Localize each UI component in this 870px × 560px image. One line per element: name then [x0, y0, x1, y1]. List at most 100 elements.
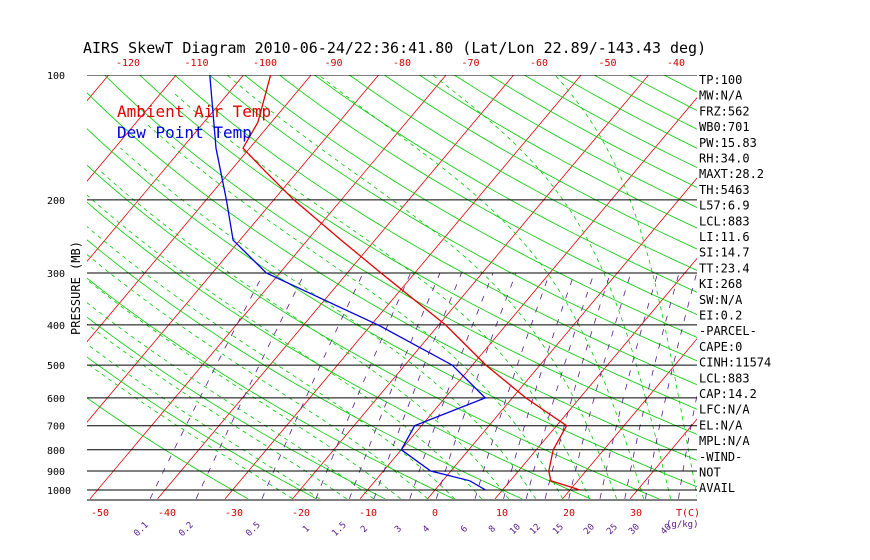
index-value: PW:15.83	[699, 136, 757, 150]
bottom-temp-tick-label: -10	[359, 508, 377, 519]
index-value: CAPE:0	[699, 340, 742, 354]
top-temp-tick-label: -50	[598, 58, 616, 69]
bottom-temp-tick-label: 10	[496, 508, 508, 519]
mixing-ratio-tick-label: 12	[528, 522, 543, 537]
dry-adiabat-line	[87, 92, 697, 461]
pressure-tick-label: 400	[47, 321, 65, 332]
mixing-ratio-line	[503, 272, 575, 499]
index-value: EL:N/A	[699, 418, 743, 432]
index-value: FRZ:562	[699, 104, 750, 118]
pressure-tick-label: 100	[47, 71, 65, 82]
isotherm-line	[765, 66, 870, 499]
dry-adiabat-line	[104, 75, 697, 435]
index-value: CAP:14.2	[699, 387, 757, 401]
isotherm-line	[427, 177, 697, 500]
mixing-ratio-tick-label: 10	[508, 522, 523, 537]
moist-adiabat-line	[87, 323, 347, 500]
mixing-ratio-tick-label: 30	[627, 522, 642, 537]
isotherm-line	[89, 75, 447, 500]
isotherm-line	[0, 66, 49, 499]
mixing-ratio-line	[435, 272, 517, 499]
moist-adiabat-line	[87, 302, 374, 500]
moist-adiabat-line	[554, 75, 697, 498]
dry-adiabat-line	[87, 128, 697, 488]
dry-adiabat-line	[279, 75, 697, 315]
mixing-ratio-tick-label: 6	[459, 524, 470, 535]
index-value: LFC:N/A	[699, 403, 750, 417]
mixing-ratio-tick-label: 15	[551, 522, 566, 537]
isotherm-line	[87, 75, 110, 102]
moist-adiabat-line	[144, 122, 563, 499]
bottom-temp-tick-label: 0	[432, 508, 438, 519]
isotherm-line	[292, 75, 650, 500]
mixing-ratio-line	[348, 272, 441, 499]
ambient-air-temp-line	[242, 75, 581, 491]
isotherm-line	[833, 66, 870, 499]
top-temp-tick-label: -80	[393, 58, 411, 69]
mixing-ratio-tick-label: 1.5	[330, 520, 349, 539]
mixing-ratio-tick-label: 20	[582, 522, 597, 537]
dry-adiabat-line	[87, 277, 454, 500]
mixing-ratio-tick-label: 0.2	[177, 520, 196, 539]
isotherm-line	[87, 75, 380, 423]
dry-adiabat-line	[453, 75, 697, 208]
index-value: EI:0.2	[699, 309, 742, 323]
index-value: LCL:883	[699, 214, 750, 228]
bottom-temp-tick-label: -50	[91, 508, 109, 519]
dry-adiabat-line	[488, 75, 697, 188]
index-value: L57:6.9	[699, 199, 750, 213]
mixing-ratio-line	[149, 272, 265, 499]
mixing-ratio-line	[261, 272, 364, 499]
moist-adiabat-line	[172, 91, 590, 499]
mixing-ratio-line	[645, 272, 697, 499]
temp-unit-label: T(C)	[676, 508, 700, 519]
moist-adiabat-line	[87, 254, 428, 500]
dry-adiabat-line	[87, 201, 591, 500]
top-temp-tick-label: -120	[116, 58, 140, 69]
index-value: AVAIL	[699, 481, 735, 495]
mixing-ratio-line	[525, 272, 595, 499]
index-value: MW:N/A	[699, 89, 743, 103]
bottom-temp-tick-label: 30	[630, 508, 642, 519]
index-value: TH:5463	[699, 183, 750, 197]
isotherm-line	[87, 75, 245, 263]
moist-adiabat-line	[87, 226, 455, 500]
mixing-ratio-tick-label: 4	[421, 524, 432, 535]
dry-adiabat-line	[87, 164, 659, 500]
moist-adiabat-line	[87, 279, 401, 500]
pressure-tick-label: 500	[47, 361, 65, 372]
dry-adiabat-line	[349, 75, 697, 271]
dry-adiabat-line	[244, 75, 697, 338]
dry-adiabat-line	[209, 75, 697, 362]
bottom-temp-tick-label: -20	[292, 508, 310, 519]
index-value: SI:14.7	[699, 246, 750, 260]
mixing-ratio-line	[373, 272, 462, 499]
dew-point-temp-line	[209, 75, 487, 491]
isotherm-line	[562, 338, 697, 500]
index-value: TP:100	[699, 73, 742, 87]
dry-adiabat-line	[139, 75, 697, 410]
mixing-ratio-tick-label: 0.5	[244, 520, 263, 539]
bottom-temp-tick-label: -40	[158, 508, 176, 519]
moist-adiabat-line	[87, 343, 320, 500]
pressure-tick-label: 600	[47, 394, 65, 405]
mixing-ratio-line	[195, 272, 306, 499]
mixing-ratio-line	[315, 272, 411, 499]
moist-adiabat-line	[432, 75, 671, 499]
mixing-ratio-tick-label: 1	[301, 524, 312, 535]
mixing-ratio-line	[568, 272, 632, 499]
chart-title: AIRS SkewT Diagram 2010-06-24/22:36:41.8…	[83, 39, 706, 57]
top-temp-tick-label: -110	[184, 58, 208, 69]
isotherm-line	[157, 75, 515, 500]
isotherm-line	[629, 418, 697, 500]
index-value: MPL:N/A	[699, 434, 750, 448]
mixing-ratio-line	[544, 272, 611, 499]
moist-adiabat-line	[99, 170, 509, 500]
dry-adiabat-line	[87, 239, 523, 500]
top-temp-tick-label: -70	[461, 58, 479, 69]
isotherm-line	[224, 75, 582, 500]
index-value: KI:268	[699, 277, 742, 291]
index-value: NOT	[699, 466, 721, 480]
mixing-ratio-tick-label: 3	[393, 524, 404, 535]
top-temp-tick-label: -60	[530, 58, 548, 69]
